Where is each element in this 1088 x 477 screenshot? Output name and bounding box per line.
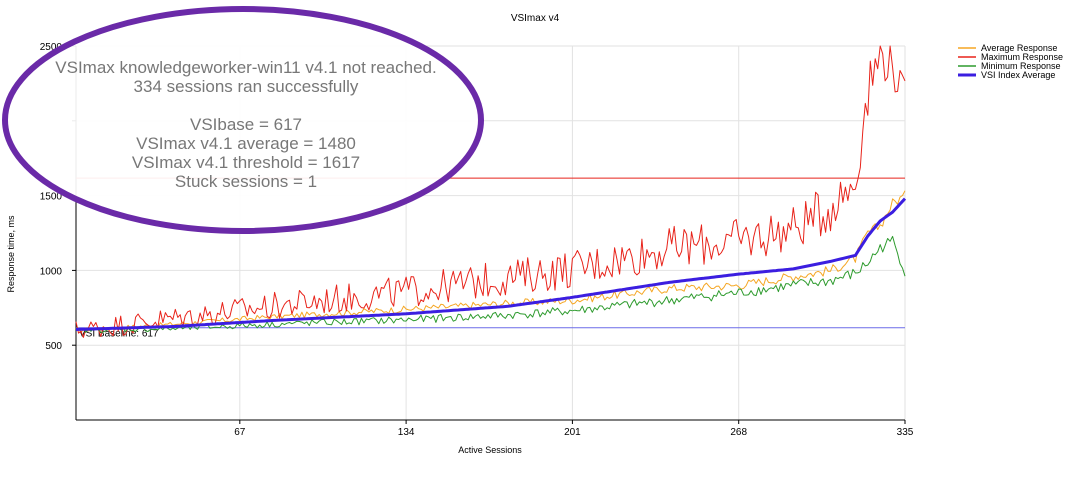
callout-ellipse (2, 6, 484, 234)
x-tick-label: 134 (398, 427, 415, 438)
y-tick-label: 1000 (40, 266, 63, 277)
legend-label: Average Response (981, 43, 1057, 53)
y-tick-label: 2500 (40, 42, 63, 53)
grid (76, 45, 906, 420)
x-axis-title: Active Sessions (458, 445, 522, 455)
legend-label: Minimum Response (981, 61, 1061, 71)
tick-labels: 67 134 201 268 335 500 1000 1500 2500 (40, 42, 914, 438)
callout-line: VSImax v4.1 average = 1480 (136, 134, 356, 153)
reference-line-label: VSI Baseline: 617 (79, 329, 159, 340)
callout-line: VSIbase = 617 (190, 115, 302, 134)
callout-line: 334 sessions ran successfully (134, 77, 359, 96)
series-lines (75, 45, 907, 338)
callout-line: Stuck sessions = 1 (175, 172, 317, 191)
series-line (75, 197, 907, 331)
x-tick-label: 67 (234, 427, 246, 438)
x-tick-label: 335 (897, 427, 914, 438)
x-tick-label: 268 (730, 427, 747, 438)
callout-line: VSImax knowledgeworker-win11 v4.1 not re… (55, 58, 436, 77)
legend-label: VSI Index Average (981, 70, 1055, 80)
chart-title: VSImax v4 (511, 13, 560, 24)
series-line (75, 235, 906, 333)
callout-line: VSImax v4.1 threshold = 1617 (132, 153, 360, 172)
y-tick-label: 1500 (40, 192, 63, 203)
x-tick-label: 201 (564, 427, 581, 438)
y-tick-label: 500 (45, 341, 62, 352)
result-summary-callout: VSImax knowledgeworker-win11 v4.1 not re… (2, 6, 484, 234)
y-axis-title: Response time, ms (6, 215, 16, 293)
legend-label: Maximum Response (981, 52, 1063, 62)
series-line (75, 190, 906, 333)
